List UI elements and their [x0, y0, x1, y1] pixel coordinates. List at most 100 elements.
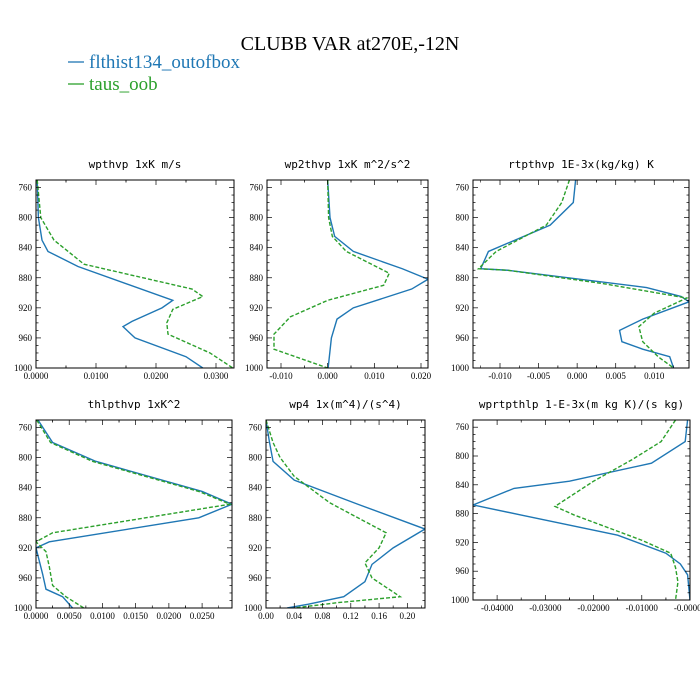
- panel-2: wp2thvp 1xK m^2/s^2 760 800 840 880 920 960 100…: [245, 158, 432, 381]
- y-tick-label: 840: [250, 243, 264, 253]
- series-line-taus-oob: [266, 420, 403, 608]
- panel-title: wprtpthlp 1-E-3x(m kg K)/(s kg): [479, 398, 684, 411]
- x-tick-label: 0.0050: [57, 611, 82, 621]
- y-tick-label: 760: [250, 183, 264, 193]
- panels: wpthvp 1xK m/s76080084088092096010000.00…: [14, 158, 700, 621]
- x-tick-label: 0.0000: [24, 371, 49, 381]
- y-tick-label: 800: [249, 453, 263, 463]
- panel-frame: [266, 179, 429, 369]
- x-tick-label: 0.0150: [123, 611, 148, 621]
- y-tick-label: 960: [250, 333, 264, 343]
- panel-frame: [472, 179, 690, 369]
- legend: flthist134_outofbox taus_oob: [68, 52, 240, 95]
- panel-frame: [35, 179, 235, 369]
- panel-title: wpthvp 1xK m/s: [89, 158, 182, 171]
- y-tick-label: 960: [249, 573, 263, 583]
- y-tick-label: 920: [249, 543, 263, 553]
- series-line-outofbox: [36, 420, 232, 608]
- series-line-taus-oob: [273, 180, 391, 368]
- series-line-outofbox: [326, 180, 428, 368]
- x-tick-label: 0.010: [364, 371, 385, 381]
- y-tick-label: 800: [456, 213, 470, 223]
- x-tick-label: -0.01000: [626, 603, 659, 613]
- panel-title: thlpthvp 1xK^2: [88, 398, 181, 411]
- x-tick-label: 0.010: [644, 371, 665, 381]
- y-tick-label: 840: [19, 483, 33, 493]
- x-tick-label: 0.0200: [144, 371, 169, 381]
- y-tick-label: 760: [19, 183, 33, 193]
- y-tick-label: 760: [456, 422, 470, 432]
- panel-4: thlpthvp 1xK^276080084088092096010000.00…: [14, 398, 233, 621]
- series-line-taus-oob: [553, 420, 679, 600]
- y-tick-label: 880: [19, 273, 33, 283]
- x-tick-label: -0.005: [527, 371, 551, 381]
- x-tick-label: 0.000: [567, 371, 588, 381]
- x-tick-label: 0.08: [315, 611, 331, 621]
- x-tick-label: 0.20: [399, 611, 415, 621]
- y-tick-label: 1000: [244, 603, 263, 613]
- y-tick-label: 840: [456, 480, 470, 490]
- y-tick-label: 1000: [14, 603, 33, 613]
- y-tick-label: 840: [249, 483, 263, 493]
- y-tick-label: 920: [250, 303, 264, 313]
- legend-label-outofbox: flthist134_outofbox: [89, 52, 240, 73]
- panel-title: rtpthvp 1E-3x(kg/kg) K: [508, 158, 654, 171]
- y-tick-label: 880: [249, 513, 263, 523]
- y-tick-label: 960: [19, 333, 33, 343]
- x-tick-label: -0.010: [488, 371, 512, 381]
- y-tick-label: 920: [456, 303, 470, 313]
- y-tick-label: 800: [19, 213, 33, 223]
- x-tick-label: 0.020: [411, 371, 432, 381]
- panel-frame: [472, 419, 691, 601]
- x-tick-label: -0.04000: [481, 603, 514, 613]
- y-tick-label: 840: [19, 243, 33, 253]
- y-tick-label: 960: [19, 573, 33, 583]
- panel-1: wpthvp 1xK m/s 760 800 840 880 920 960 10000.00…: [14, 158, 235, 381]
- series-line-taus-oob: [36, 420, 232, 608]
- series-line-outofbox: [266, 420, 425, 608]
- x-tick-label: 0.000: [318, 371, 339, 381]
- x-tick-label: 0.0200: [157, 611, 182, 621]
- panel-frame: [265, 419, 426, 609]
- y-tick-label: 880: [456, 509, 470, 519]
- series-line-outofbox: [36, 180, 204, 368]
- series-line-taus-oob: [476, 180, 689, 368]
- panel-3: rtpthvp 1E-3x(kg/kg) K 760 800 840 880 920 960…: [451, 158, 690, 381]
- figure-title: CLUBB VAR at270E,-12N: [241, 33, 460, 55]
- x-tick-label: 0.0100: [84, 371, 109, 381]
- x-tick-label: 0.00: [258, 611, 274, 621]
- y-tick-label: 960: [456, 333, 470, 343]
- panel-title: wp2thvp 1xK m^2/s^2: [285, 158, 411, 171]
- y-tick-label: 1000: [451, 595, 470, 605]
- y-tick-label: 800: [250, 213, 264, 223]
- x-tick-label: 0.0000: [24, 611, 49, 621]
- x-tick-label: 0.0100: [90, 611, 115, 621]
- y-tick-label: 920: [456, 537, 470, 547]
- y-tick-label: 760: [456, 183, 470, 193]
- x-tick-label: 0.005: [606, 371, 627, 381]
- y-tick-label: 760: [249, 423, 263, 433]
- y-tick-label: 880: [456, 273, 470, 283]
- y-tick-label: 800: [19, 453, 33, 463]
- y-tick-label: 1000: [245, 363, 264, 373]
- series-line-outofbox: [479, 180, 689, 368]
- series-line-taus-oob: [36, 180, 234, 368]
- y-tick-label: 1000: [451, 363, 470, 373]
- y-tick-label: 880: [250, 273, 264, 283]
- panel-frame: [35, 419, 233, 609]
- y-tick-label: 840: [456, 243, 470, 253]
- y-tick-label: 760: [19, 423, 33, 433]
- y-tick-label: 800: [456, 451, 470, 461]
- panel-5: wp4 1x(m^4)/(s^4)76080084088092096010000…: [244, 398, 426, 621]
- y-tick-label: 1000: [14, 363, 33, 373]
- x-tick-label: 0.16: [371, 611, 387, 621]
- x-tick-label: 0.0300: [204, 371, 229, 381]
- y-tick-label: 960: [456, 566, 470, 576]
- x-tick-label: 0.04: [286, 611, 302, 621]
- x-tick-label: 0.12: [343, 611, 359, 621]
- panel-title: wp4 1x(m^4)/(s^4): [289, 398, 402, 411]
- x-tick-label: 0.0250: [190, 611, 215, 621]
- y-tick-label: 920: [19, 543, 33, 553]
